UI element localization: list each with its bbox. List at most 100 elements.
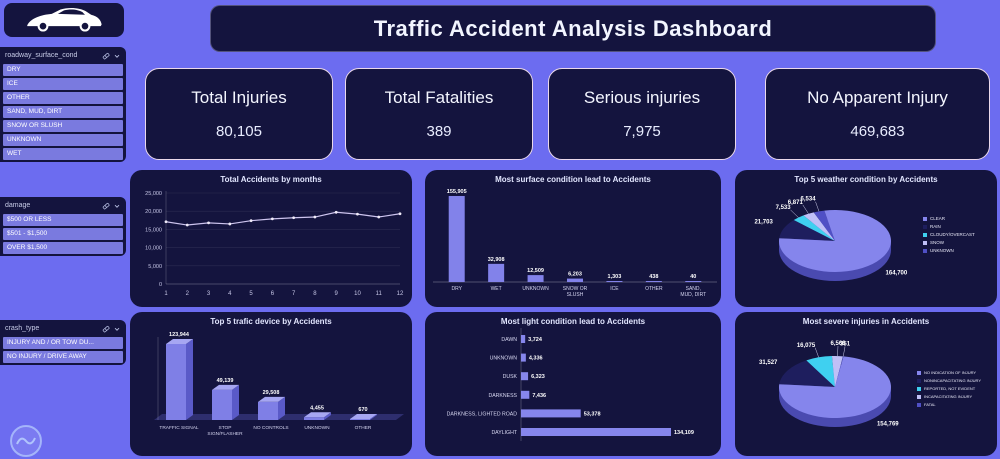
svg-text:12: 12 bbox=[397, 291, 404, 297]
legend-label: NONINCAPACITATING INJURY bbox=[924, 378, 982, 383]
svg-text:UNKNOWN: UNKNOWN bbox=[490, 356, 518, 362]
svg-text:1,303: 1,303 bbox=[608, 274, 622, 280]
svg-text:1: 1 bbox=[164, 291, 168, 297]
slicer-item[interactable]: ICE bbox=[3, 78, 123, 90]
slicer-item[interactable]: SAND, MUD, DIRT bbox=[3, 106, 123, 118]
slicer-title: crash_type bbox=[5, 325, 40, 332]
kpi-serious-injuries: Serious injuries 7,975 bbox=[548, 68, 736, 160]
legend-label: NO INDICATION OF INJURY bbox=[924, 370, 977, 375]
svg-text:53,378: 53,378 bbox=[584, 411, 601, 417]
svg-text:10: 10 bbox=[354, 291, 361, 297]
svg-text:6,871: 6,871 bbox=[788, 200, 804, 206]
svg-text:20,000: 20,000 bbox=[145, 209, 162, 215]
svg-text:32,908: 32,908 bbox=[488, 257, 505, 263]
slicer-item[interactable]: UNKNOWN bbox=[3, 134, 123, 146]
svg-text:6: 6 bbox=[271, 291, 275, 297]
legend-swatch bbox=[923, 240, 927, 245]
svg-text:3: 3 bbox=[207, 291, 211, 297]
svg-text:8: 8 bbox=[313, 291, 317, 297]
chevron-down-icon[interactable] bbox=[113, 325, 121, 333]
legend-item: REPORTED, NOT EVIDENT bbox=[917, 386, 991, 391]
clear-selections-icon[interactable] bbox=[102, 52, 110, 60]
legend-item: SNOW bbox=[923, 240, 989, 245]
kpi-label: No Apparent Injury bbox=[807, 88, 948, 107]
chart-title: Total Accidents by months bbox=[220, 175, 322, 184]
legend-label: REPORTED, NOT EVIDENT bbox=[924, 386, 976, 391]
slicer-crash-type: crash_type INJURY AND / OR TOW DU... NO … bbox=[0, 320, 126, 365]
svg-text:MUD, DIRT: MUD, DIRT bbox=[680, 292, 706, 298]
chart-panel-surface-condition: Most surface condition lead to Accidents… bbox=[425, 170, 721, 307]
legend-swatch bbox=[917, 378, 921, 383]
svg-text:7,436: 7,436 bbox=[532, 393, 546, 399]
svg-text:7,533: 7,533 bbox=[776, 205, 792, 211]
svg-text:4: 4 bbox=[228, 291, 232, 297]
legend-swatch bbox=[917, 402, 921, 407]
svg-text:5,000: 5,000 bbox=[148, 264, 162, 270]
logo-watermark bbox=[8, 423, 44, 459]
slicer-title: damage bbox=[5, 202, 31, 209]
slicer-item[interactable]: INJURY AND / OR TOW DU... bbox=[3, 337, 123, 349]
svg-text:49,139: 49,139 bbox=[217, 378, 234, 384]
legend-label: FATAL bbox=[924, 402, 936, 407]
light-condition-hbar-chart[interactable]: DAWN 3,724 UNKNOWN 4,336 DUSK 6,323 DARKNESS 7,… bbox=[425, 325, 721, 449]
surface-condition-bar-chart[interactable]: 155,905 DRY 32,908 WET 12,509 UNKNOWN 6,203 SNO… bbox=[425, 183, 721, 300]
slicer-roadway-surface-cond: roadway_surface_cond DRY ICE OTHER SAND,… bbox=[0, 47, 126, 162]
svg-text:40: 40 bbox=[690, 274, 696, 280]
traffic-device-3d-bar-chart[interactable]: 123,944 TRAFFIC SIGNAL 49,139 STOPSIGN/FLAS… bbox=[130, 325, 412, 449]
chart-panel-light-condition: Most light condition lead to Accidents D… bbox=[425, 312, 721, 456]
svg-text:155,905: 155,905 bbox=[447, 189, 467, 195]
kpi-value: 389 bbox=[426, 123, 452, 140]
legend-swatch bbox=[923, 248, 927, 253]
svg-text:6,203: 6,203 bbox=[568, 272, 582, 278]
kpi-value: 469,683 bbox=[850, 123, 905, 140]
legend-label: CLOUDY/OVERCAST bbox=[930, 232, 975, 237]
legend-item: UNKNOWN bbox=[923, 248, 989, 253]
svg-text:SIGN/FLASHER: SIGN/FLASHER bbox=[207, 431, 243, 437]
wave-logo-icon bbox=[10, 425, 42, 457]
slicer-item[interactable]: SNOW OR SLUSH bbox=[3, 120, 123, 132]
kpi-value: 7,975 bbox=[623, 123, 661, 140]
chart-title: Top 5 trafic device by Accidents bbox=[210, 317, 332, 326]
chart-title: Most light condition lead to Accidents bbox=[500, 317, 646, 326]
legend-item: CLEAR bbox=[923, 216, 989, 221]
svg-text:10,000: 10,000 bbox=[145, 246, 162, 252]
legend-item: NONINCAPACITATING INJURY bbox=[917, 378, 991, 383]
clear-selections-icon[interactable] bbox=[102, 202, 110, 210]
svg-text:7: 7 bbox=[292, 291, 296, 297]
svg-text:134,109: 134,109 bbox=[674, 430, 694, 436]
kpi-label: Serious injuries bbox=[583, 88, 701, 107]
legend-swatch bbox=[923, 216, 927, 221]
svg-text:DAYLIGHT: DAYLIGHT bbox=[491, 430, 517, 436]
clear-selections-icon[interactable] bbox=[102, 325, 110, 333]
legend-label: CLEAR bbox=[930, 216, 946, 221]
slicer-item[interactable]: NO INJURY / DRIVE AWAY bbox=[3, 351, 123, 363]
svg-text:438: 438 bbox=[649, 274, 658, 280]
slicer-item[interactable]: WET bbox=[3, 148, 123, 160]
chart-title: Top 5 weather condition by Accidents bbox=[794, 175, 938, 184]
slicer-damage: damage $500 OR LESS $501 - $1,500 OVER $… bbox=[0, 197, 126, 256]
svg-text:DUSK: DUSK bbox=[503, 374, 518, 380]
legend-item: FATAL bbox=[917, 402, 991, 407]
slicer-item[interactable]: DRY bbox=[3, 64, 123, 76]
svg-text:351: 351 bbox=[840, 341, 851, 347]
slicer-item[interactable]: OTHER bbox=[3, 92, 123, 104]
legend-label: SNOW bbox=[930, 240, 944, 245]
slicer-item[interactable]: $500 OR LESS bbox=[3, 214, 123, 226]
slicer-item[interactable]: $501 - $1,500 bbox=[3, 228, 123, 240]
svg-text:4,455: 4,455 bbox=[310, 405, 324, 411]
chart-panel-accidents-by-month: Total Accidents by months 0 5,000 10,000 15… bbox=[130, 170, 412, 307]
slicer-item[interactable]: OVER $1,500 bbox=[3, 242, 123, 254]
legend-swatch bbox=[917, 386, 921, 391]
chevron-down-icon[interactable] bbox=[113, 52, 121, 60]
legend-label: UNKNOWN bbox=[930, 248, 954, 253]
legend-swatch bbox=[923, 224, 927, 229]
chevron-down-icon[interactable] bbox=[113, 202, 121, 210]
page-title: Traffic Accident Analysis Dashboard bbox=[373, 15, 773, 41]
kpi-label: Total Injuries bbox=[191, 88, 287, 107]
title-bar: Traffic Accident Analysis Dashboard bbox=[210, 5, 936, 52]
svg-text:2: 2 bbox=[186, 291, 190, 297]
svg-text:OTHER: OTHER bbox=[645, 286, 663, 292]
